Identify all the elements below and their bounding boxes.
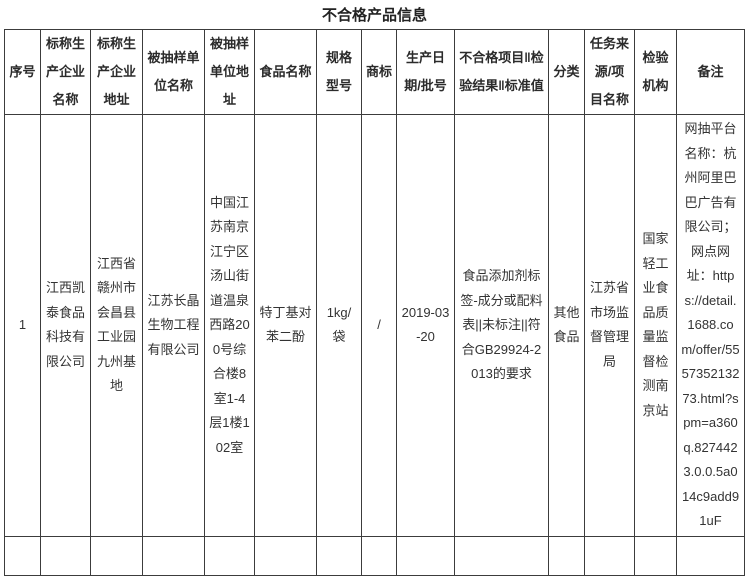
table-row: 1 江西凯泰食品科技有限公司 江西省赣州市会昌县工业园九州基地 江苏长晶生物工程… <box>4 114 745 537</box>
cell-failed-item-result-standard <box>454 535 549 576</box>
col-header-serial: 序号 <box>4 29 41 115</box>
col-header-remarks: 备注 <box>676 29 745 115</box>
cell-production-date-batch: 2019-03-20 <box>396 114 455 537</box>
cell-sampled-unit-name: 江苏长晶生物工程有限公司 <box>142 114 205 537</box>
col-header-sampled-unit-name: 被抽样单位名称 <box>142 29 205 115</box>
cell-trademark <box>361 535 397 576</box>
cell-spec-model: 1kg/袋 <box>316 114 362 537</box>
cell-production-date-batch <box>396 535 455 576</box>
cell-producer-address <box>90 535 143 576</box>
cell-producer-address: 江西省赣州市会昌县工业园九州基地 <box>90 114 143 537</box>
cell-spec-model <box>316 535 362 576</box>
col-header-food-name: 食品名称 <box>254 29 317 115</box>
col-header-inspection-agency: 检验机构 <box>634 29 677 115</box>
col-header-category: 分类 <box>548 29 585 115</box>
cell-producer-name: 江西凯泰食品科技有限公司 <box>40 114 91 537</box>
col-header-spec-model: 规格型号 <box>316 29 362 115</box>
col-header-producer-address: 标称生产企业地址 <box>90 29 143 115</box>
col-header-production-date-batch: 生产日期/批号 <box>396 29 455 115</box>
col-header-trademark: 商标 <box>361 29 397 115</box>
partial-table-row <box>4 535 745 576</box>
cell-task-source-project <box>584 535 635 576</box>
cell-food-name <box>254 535 317 576</box>
cell-serial <box>4 535 41 576</box>
cell-remarks: 网抽平台名称：杭州阿里巴巴广告有限公司；网点网址：https://detail.… <box>676 114 745 537</box>
cell-task-source-project: 江苏省市场监督管理局 <box>584 114 635 537</box>
cell-sampled-unit-name <box>142 535 205 576</box>
table-body: 1 江西凯泰食品科技有限公司 江西省赣州市会昌县工业园九州基地 江苏长晶生物工程… <box>4 114 745 576</box>
cell-category: 其他食品 <box>548 114 585 537</box>
cell-serial: 1 <box>4 114 41 537</box>
cell-trademark: / <box>361 114 397 537</box>
cell-category <box>548 535 585 576</box>
cell-inspection-agency: 国家轻工业食品质量监督检测南京站 <box>634 114 677 537</box>
col-header-sampled-unit-address: 被抽样单位地址 <box>204 29 255 115</box>
cell-inspection-agency <box>634 535 677 576</box>
cell-sampled-unit-address <box>204 535 255 576</box>
col-header-task-source-project: 任务来源/项目名称 <box>584 29 635 115</box>
cell-producer-name <box>40 535 91 576</box>
col-header-failed-item-result-standard: 不合格项目‖检验结果‖标准值 <box>454 29 549 115</box>
cell-sampled-unit-address: 中国江苏南京江宁区汤山街道温泉西路200号综合楼8室1-4层1楼102室 <box>204 114 255 537</box>
table-header: 序号 标称生产企业名称 标称生产企业地址 被抽样单位名称 被抽样单位地址 食品名… <box>4 29 745 115</box>
nonconforming-products-table: 序号 标称生产企业名称 标称生产企业地址 被抽样单位名称 被抽样单位地址 食品名… <box>4 29 745 576</box>
col-header-producer-name: 标称生产企业名称 <box>40 29 91 115</box>
header-row: 序号 标称生产企业名称 标称生产企业地址 被抽样单位名称 被抽样单位地址 食品名… <box>4 29 745 115</box>
cell-failed-item-result-standard: 食品添加剂标签-成分或配料表||未标注||符合GB29924-2013的要求 <box>454 114 549 537</box>
cell-food-name: 特丁基对苯二酚 <box>254 114 317 537</box>
cell-remarks <box>676 535 745 576</box>
page-title: 不合格产品信息 <box>321 7 427 24</box>
